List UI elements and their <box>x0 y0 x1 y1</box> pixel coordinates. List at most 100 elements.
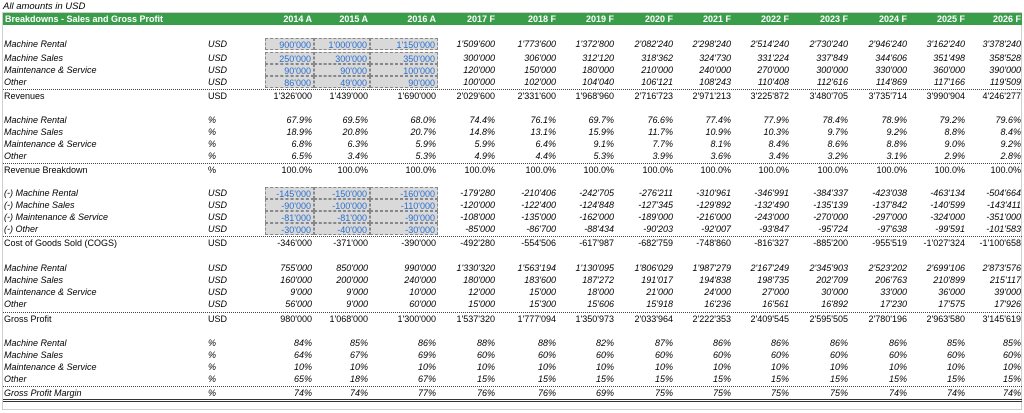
input-cell[interactable]: 90'000 <box>314 64 370 76</box>
value-cell: 8.8% <box>944 127 965 137</box>
row-unit: USD <box>208 212 228 222</box>
header-year-12: 2026 F <box>992 14 1021 24</box>
value-cell: -95'724 <box>818 224 848 234</box>
value-cell: -127'345 <box>638 200 673 210</box>
row-label: Machine Sales <box>4 53 64 63</box>
input-cell[interactable]: -100'000 <box>314 199 370 211</box>
table-row: (-) Maintenance & Service USD -81'000 -81'0… <box>3 211 1022 223</box>
input-cell[interactable]: -90'000 <box>370 211 438 223</box>
value-cell: 15% <box>476 374 495 384</box>
value-cell: -135'000 <box>521 212 556 222</box>
value-cell: 306'000 <box>524 53 556 63</box>
input-cell[interactable]: 1'000'000 <box>314 38 370 50</box>
input-cell[interactable]: -81'000 <box>314 211 370 223</box>
input-cell[interactable]: 100'000 <box>370 64 438 76</box>
value-cell: 980'000 <box>280 314 312 324</box>
input-cell[interactable]: 90'000 <box>370 76 438 88</box>
value-cell: -504'664 <box>986 188 1021 198</box>
input-cell[interactable]: 350'000 <box>370 52 438 64</box>
row-unit: % <box>208 350 217 360</box>
value-cell: 183'600 <box>524 275 556 285</box>
input-cell[interactable]: -160'000 <box>370 187 438 199</box>
value-cell: 358'528 <box>989 53 1021 63</box>
input-cell[interactable]: -145'000 <box>265 187 314 199</box>
value-cell: 78.9% <box>881 115 907 125</box>
input-cell[interactable]: -30'000 <box>370 223 438 235</box>
value-cell: 200'000 <box>336 275 368 285</box>
value-cell: 86% <box>770 338 789 348</box>
table-header: Breakdowns - Sales and Gross Profit 2014… <box>3 13 1022 25</box>
value-cell: 67.9% <box>286 115 312 125</box>
header-year-5: 2019 F <box>585 14 614 24</box>
value-cell: -324'000 <box>930 212 965 222</box>
value-cell: -816'327 <box>754 238 789 248</box>
row-label: Cost of Goods Sold (COGS) <box>4 238 118 248</box>
value-cell: 9'000 <box>346 299 368 309</box>
value-cell: -463'134 <box>930 188 965 198</box>
input-cell[interactable]: -81'000 <box>265 211 314 223</box>
value-cell: -97'638 <box>877 224 907 234</box>
value-cell: 69.7% <box>588 115 614 125</box>
value-cell: 17'575 <box>938 299 965 309</box>
input-cell[interactable]: 250'000 <box>265 52 314 64</box>
value-cell: 1'537'320 <box>456 314 495 324</box>
value-cell: 10.9% <box>705 127 731 137</box>
row-unit: % <box>208 388 217 398</box>
input-cell[interactable]: 49'000 <box>314 76 370 88</box>
input-cell[interactable]: 300'000 <box>314 52 370 64</box>
value-cell: 9.1% <box>593 139 614 149</box>
value-cell: 1'777'094 <box>517 314 556 324</box>
table-row: Revenues USD 1'326'000 1'439'000 1'690'000 2'… <box>3 89 1022 102</box>
row-label: Gross Profit <box>4 314 52 324</box>
value-cell: 56'000 <box>285 299 312 309</box>
input-cell[interactable]: -90'000 <box>265 199 314 211</box>
value-cell: 10% <box>888 362 907 372</box>
value-cell: 15% <box>595 374 614 384</box>
value-cell: 88% <box>537 338 556 348</box>
value-cell: 10'000 <box>409 287 436 297</box>
value-cell: 76.6% <box>647 115 673 125</box>
header-year-11: 2025 F <box>936 14 965 24</box>
value-cell: 3.4% <box>768 151 789 161</box>
table-row: Maintenance & Service USD 90'000 90'000 100'… <box>3 64 1022 76</box>
value-cell: 312'120 <box>582 53 614 63</box>
value-cell: 990'000 <box>404 263 436 273</box>
input-cell[interactable]: 90'000 <box>265 64 314 76</box>
input-cell[interactable]: 1'150'000 <box>370 38 438 50</box>
input-cell[interactable]: 900'000 <box>265 38 314 50</box>
table-row: Other% 65% 18% 67% 15% 15% 15% 15% 15% 15% 15% 15% 1… <box>3 373 1022 385</box>
header-year-2: 2016 A <box>407 14 436 24</box>
value-cell: 86% <box>829 338 848 348</box>
value-cell: 2'699'106 <box>926 263 965 273</box>
row-unit: USD <box>208 53 228 63</box>
row-unit: USD <box>208 238 228 248</box>
value-cell: 2'730'240 <box>809 39 848 49</box>
value-cell: 3.4% <box>347 151 368 161</box>
row-unit: USD <box>208 91 228 101</box>
value-cell: 2'345'903 <box>809 263 848 273</box>
value-cell: -108'000 <box>460 212 495 222</box>
value-cell: 74% <box>946 388 965 398</box>
value-cell: 160'000 <box>280 275 312 285</box>
value-cell: 14.8% <box>469 127 495 137</box>
input-cell[interactable]: -150'000 <box>314 187 370 199</box>
row-unit: USD <box>208 65 228 75</box>
value-cell: 270'000 <box>757 65 789 75</box>
value-cell: 60'000 <box>409 299 436 309</box>
header-title: Breakdowns - Sales and Gross Profit <box>5 14 164 24</box>
input-cell[interactable]: -30'000 <box>265 223 314 235</box>
value-cell: 15% <box>712 374 731 384</box>
value-cell: 187'272 <box>582 275 614 285</box>
value-cell: -1'027'324 <box>923 238 965 248</box>
value-cell: 8.8% <box>886 139 907 149</box>
row-unit: USD <box>208 224 228 234</box>
row-unit: USD <box>208 263 228 273</box>
input-cell[interactable]: -40'000 <box>314 223 370 235</box>
value-cell: 240'000 <box>699 65 731 75</box>
row-unit: % <box>208 139 217 149</box>
input-cell[interactable]: 86'000 <box>265 76 314 88</box>
value-cell: 60% <box>888 350 907 360</box>
value-cell: 3.6% <box>710 151 731 161</box>
value-cell: 3'162'240 <box>926 39 965 49</box>
input-cell[interactable]: -110'000 <box>370 199 438 211</box>
